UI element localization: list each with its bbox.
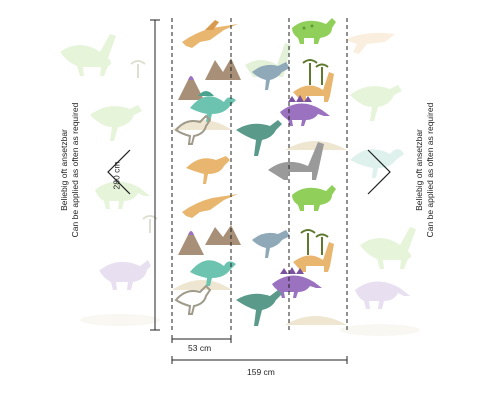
mountains bbox=[205, 58, 241, 80]
dino-trex-faded-right bbox=[350, 85, 402, 121]
dino-trex-faded bbox=[90, 105, 142, 141]
panel-width-dimension bbox=[171, 335, 232, 343]
dino-spinosaur-faded bbox=[350, 149, 404, 178]
mountains-2 bbox=[205, 225, 241, 245]
total-width-dimension bbox=[171, 356, 348, 364]
repeat-note-left-line2: Can be applied as often as required bbox=[70, 102, 80, 238]
dino-triceratops-green-2 bbox=[292, 185, 336, 211]
dino-pterosaur-faded bbox=[345, 32, 395, 54]
sand-hill bbox=[285, 316, 347, 325]
dino-stegosaurus-purple bbox=[280, 95, 330, 126]
dino-brachiosaurus-orange-2 bbox=[293, 242, 334, 272]
dino-pterosaur bbox=[182, 20, 238, 48]
dino-pterosaur-2 bbox=[182, 194, 238, 218]
dino-stego-faded bbox=[95, 181, 150, 209]
faded-left-pattern bbox=[60, 34, 160, 326]
dino-skeleton bbox=[174, 114, 212, 145]
palm-trees bbox=[302, 59, 329, 85]
dino-sauropod-faded bbox=[60, 34, 116, 76]
chevron-left-icon bbox=[107, 149, 131, 195]
repeat-note-right-line1: Beliebig oft ansetzbar bbox=[414, 129, 424, 211]
sand-hill bbox=[172, 280, 232, 290]
dino-trex-blue bbox=[252, 62, 290, 90]
panel-width-label: 53 cm bbox=[188, 343, 212, 353]
dino-brachiosaurus-orange bbox=[293, 72, 334, 102]
dino-trex-green-2 bbox=[236, 290, 282, 326]
repeat-note-right-line2: Can be applied as often as required bbox=[425, 102, 435, 238]
palm-faded bbox=[130, 60, 158, 233]
repeat-note-left: Beliebig oft ansetzbar Can be applied as… bbox=[59, 85, 81, 255]
dino-triceratops-green bbox=[292, 18, 336, 44]
dino-brachio-faded-right bbox=[360, 227, 416, 269]
volcano-2 bbox=[178, 231, 204, 255]
panel-artwork bbox=[172, 18, 347, 326]
height-dimension bbox=[150, 19, 160, 331]
panel-seams bbox=[171, 18, 348, 332]
sand-hill bbox=[285, 141, 347, 150]
dino-spinosaur-teal bbox=[190, 91, 236, 122]
chevron-right-icon bbox=[367, 149, 391, 195]
dino-triceratops-faded bbox=[99, 260, 151, 290]
dino-stego-faded-right bbox=[355, 281, 410, 309]
dino-iguanodon-orange bbox=[186, 156, 230, 184]
dino-skeleton-2 bbox=[174, 284, 212, 315]
repeat-note-right: Beliebig oft ansetzbar Can be applied as… bbox=[414, 85, 436, 255]
dino-trex-green bbox=[236, 120, 282, 156]
faded-right-pattern bbox=[340, 32, 420, 336]
dino-spinosaur-teal-2 bbox=[190, 260, 236, 286]
palm-trees-2 bbox=[300, 229, 329, 255]
dino-trex-blue-2 bbox=[252, 230, 290, 258]
dino-stegosaurus-purple-2 bbox=[272, 267, 322, 298]
total-width-label: 159 cm bbox=[247, 367, 275, 377]
height-label: 280 cm bbox=[111, 161, 122, 190]
volcano bbox=[178, 76, 204, 100]
repeat-note-left-line1: Beliebig oft ansetzbar bbox=[59, 129, 69, 211]
dino-brachiosaurus-grey bbox=[268, 142, 324, 180]
